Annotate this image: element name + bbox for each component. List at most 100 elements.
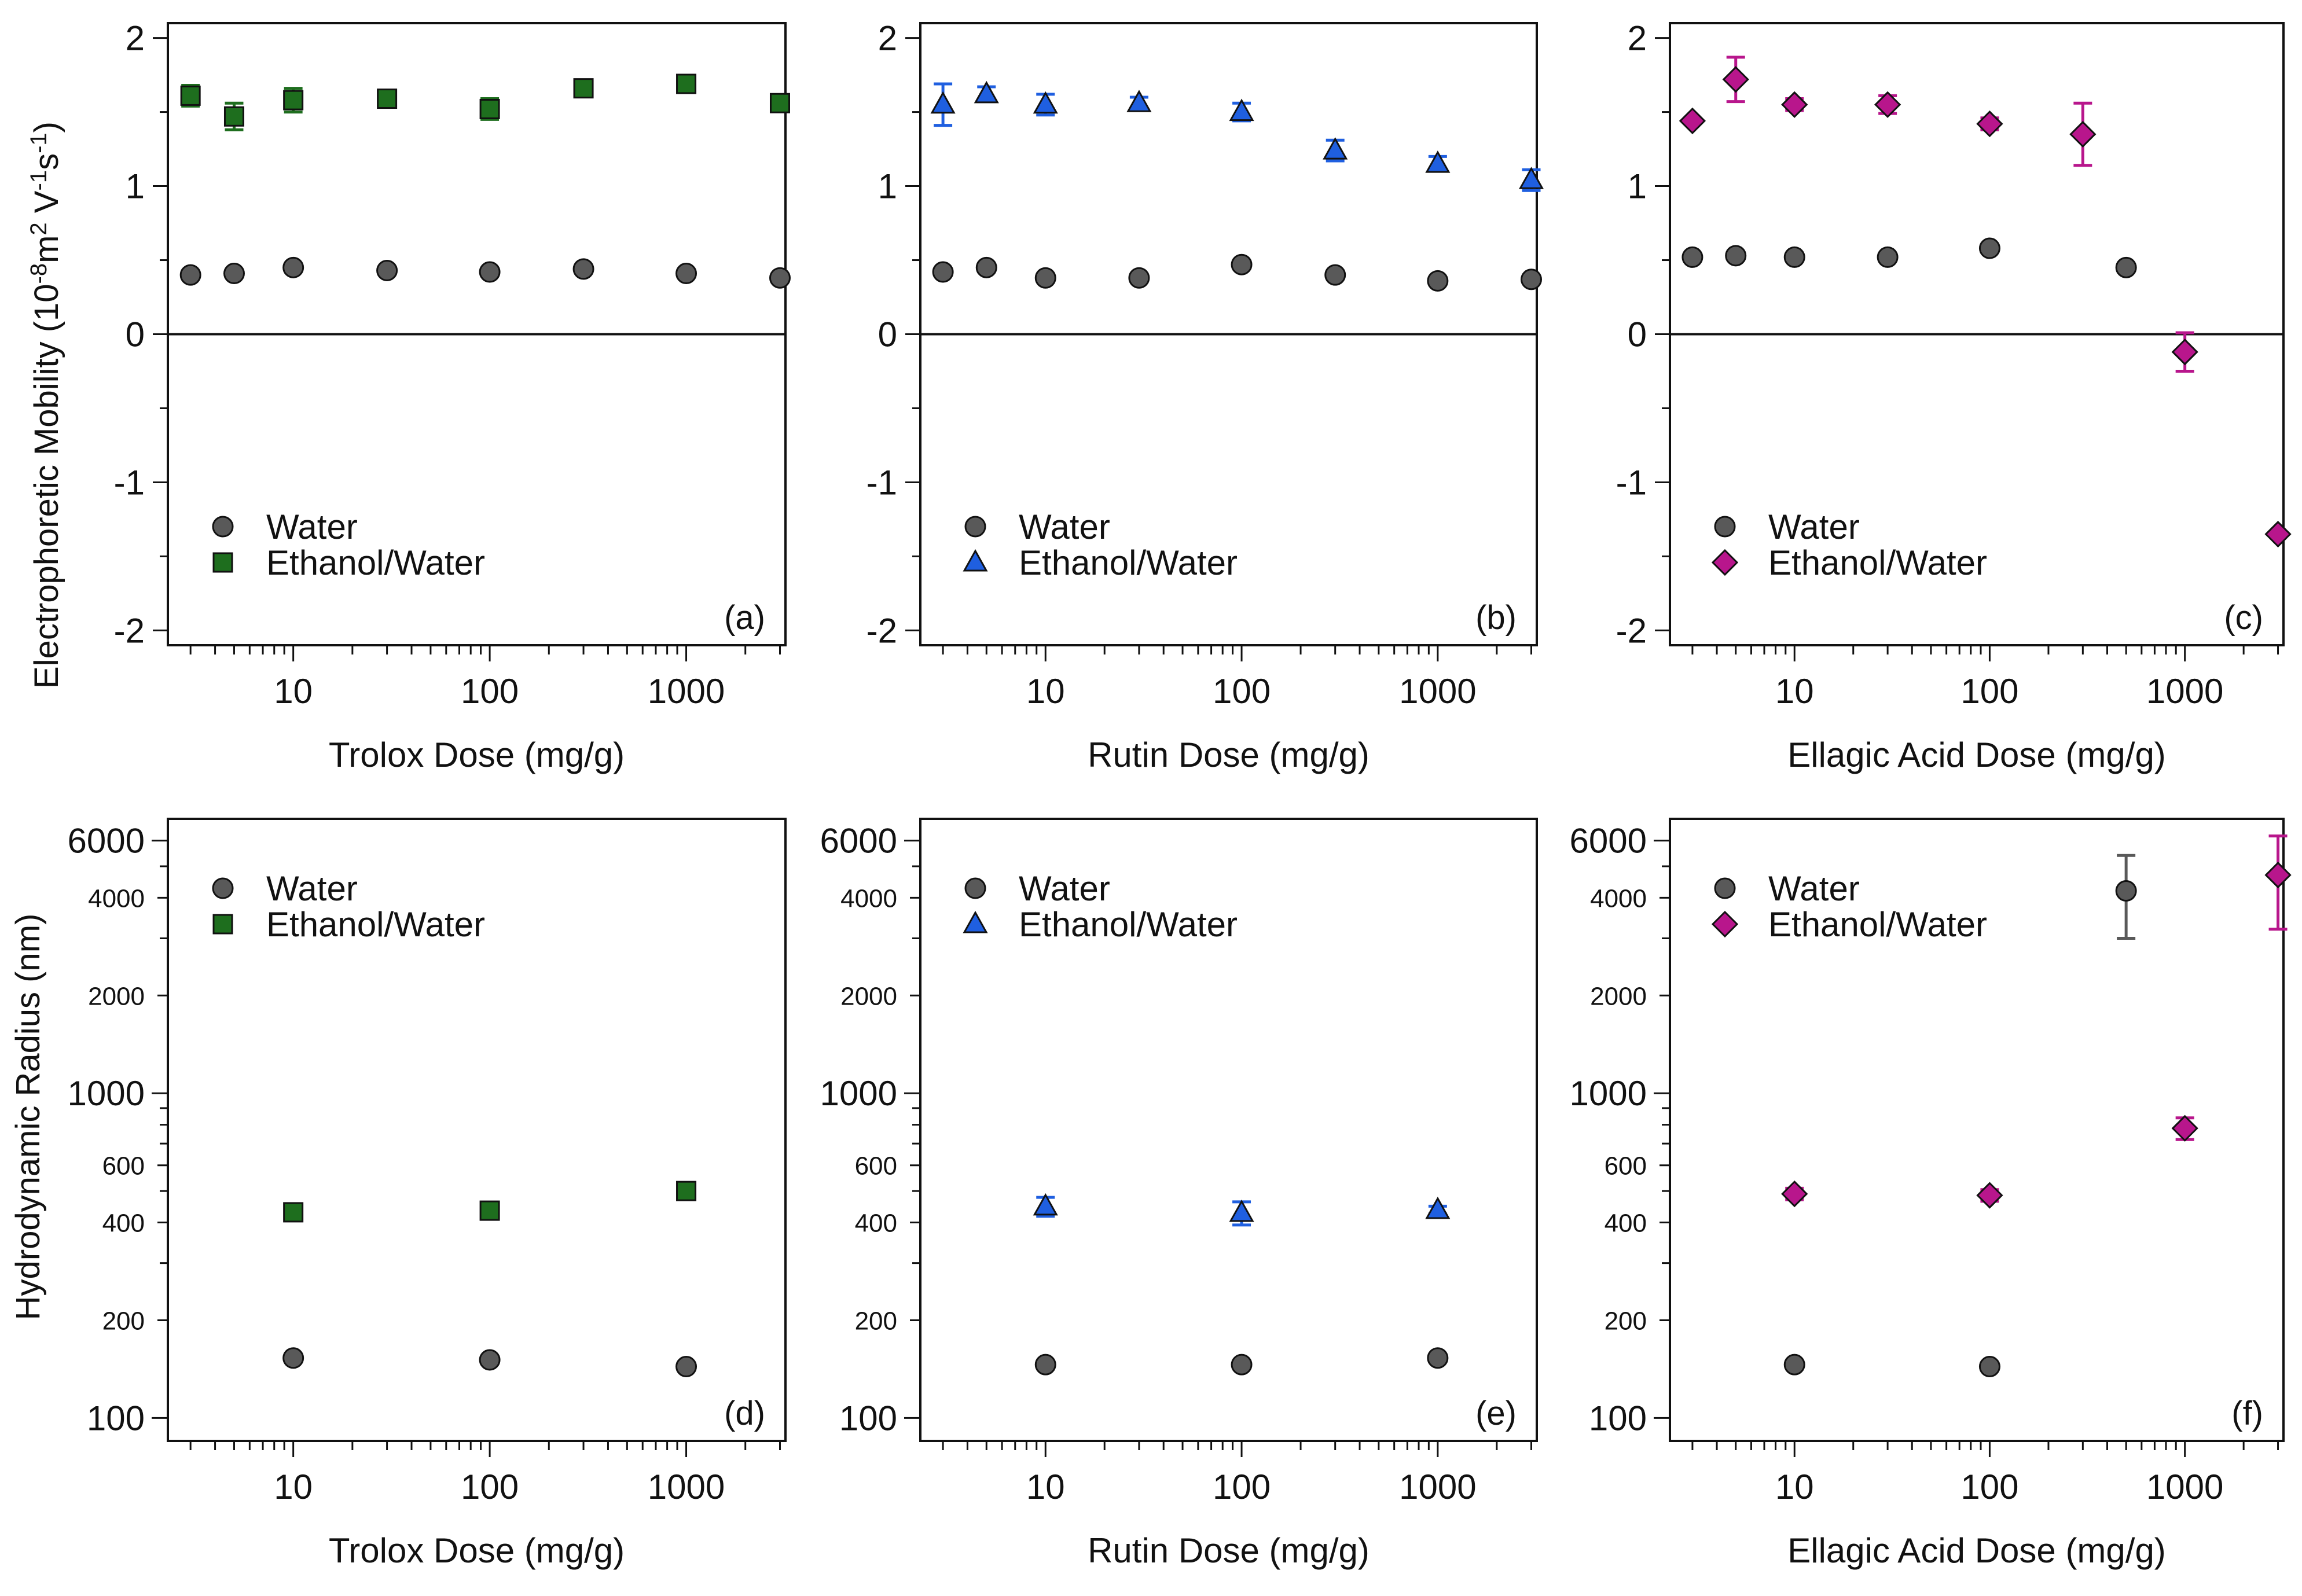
- y-tick-label: 4000: [840, 884, 897, 913]
- y-tick-label: -2: [1616, 611, 1647, 650]
- y-tick-label: -2: [867, 611, 897, 650]
- x-tick-label: 10: [1026, 672, 1065, 711]
- y-tick-label: 200: [102, 1307, 145, 1335]
- panel-label: (e): [1475, 1395, 1517, 1432]
- legend-label: Water: [266, 869, 358, 908]
- legend-marker: [212, 914, 233, 935]
- y-tick-label: 2000: [1590, 982, 1647, 1010]
- y-tick-label: 2: [878, 19, 897, 58]
- legend-marker: [212, 552, 233, 573]
- y-tick-label: 2: [1628, 19, 1647, 58]
- y-tick-label: 100: [1589, 1399, 1647, 1437]
- data-point: [1033, 1193, 1058, 1216]
- chart-panel-5: 10 100 1000 Rutin Dose (mg/g) 6000 1000 100 400…: [820, 818, 1538, 1570]
- x-tick-label: 100: [1213, 672, 1271, 711]
- x-tick-label: 1000: [1399, 1468, 1476, 1506]
- y-tick-label: 2: [126, 19, 145, 58]
- legend-marker: [1714, 516, 1736, 538]
- y-tick-label: 0: [1628, 315, 1647, 354]
- data-point: [2264, 861, 2292, 889]
- data-point: [1427, 270, 1449, 292]
- legend-label: Ethanol/Water: [1019, 905, 1238, 944]
- data-point: [377, 89, 398, 109]
- data-point: [479, 261, 501, 283]
- data-point: [572, 258, 594, 280]
- data-point: [282, 256, 304, 278]
- data-point: [179, 264, 201, 286]
- legend-marker: [963, 910, 988, 933]
- panel-label: (f): [2231, 1395, 2263, 1432]
- data-point: [223, 106, 244, 127]
- legend-marker: [1711, 910, 1739, 938]
- y-tick-label: 6000: [820, 822, 897, 860]
- y-tick-label: 600: [1605, 1152, 1647, 1181]
- mobility-y-axis-title: Electrophoretic Mobility (10-8m2 V-1s-1): [26, 122, 65, 689]
- y-tick-label: 4000: [1590, 884, 1647, 913]
- data-point: [932, 261, 954, 283]
- y-tick-label: 600: [102, 1152, 145, 1181]
- x-axis-title: Ellagic Acid Dose (mg/g): [1787, 736, 2166, 774]
- legend-label: Ethanol/Water: [1768, 905, 1987, 944]
- x-axis-title: Rutin Dose (mg/g): [1088, 1531, 1370, 1570]
- data-point: [975, 256, 997, 278]
- legend-label: Water: [1019, 869, 1110, 908]
- data-point: [1425, 150, 1451, 173]
- data-point: [1128, 267, 1150, 289]
- data-point: [1781, 91, 1808, 118]
- x-axis-title: Ellagic Acid Dose (mg/g): [1787, 1531, 2166, 1570]
- data-point: [676, 73, 697, 94]
- data-point: [1231, 253, 1253, 275]
- x-tick-label: 10: [274, 672, 313, 711]
- data-point: [1783, 246, 1805, 268]
- y-tick-label: 1000: [68, 1074, 145, 1113]
- x-tick-label: 100: [1960, 1468, 2018, 1506]
- data-point: [1229, 1199, 1254, 1222]
- data-point: [769, 93, 790, 113]
- data-point: [1783, 1354, 1805, 1376]
- panel-label: (c): [2224, 599, 2263, 637]
- data-point: [1034, 1354, 1056, 1376]
- data-point: [479, 98, 500, 119]
- data-point: [2069, 120, 2097, 148]
- panel-label: (b): [1475, 599, 1517, 637]
- y-tick-label: 1: [1628, 167, 1647, 206]
- y-tick-label: 1: [878, 167, 897, 206]
- data-point: [2171, 1115, 2198, 1142]
- y-tick-label: -1: [867, 463, 897, 502]
- data-point: [1231, 1354, 1253, 1376]
- data-point: [1877, 246, 1899, 268]
- y-tick-label: 2000: [840, 982, 897, 1010]
- data-point: [1725, 245, 1747, 267]
- y-tick-label: -1: [114, 463, 145, 502]
- data-point: [1781, 1180, 1808, 1208]
- legend-label: Ethanol/Water: [266, 543, 485, 582]
- x-tick-label: 100: [1213, 1468, 1271, 1506]
- x-axis-title: Rutin Dose (mg/g): [1088, 736, 1370, 774]
- data-point: [769, 267, 791, 289]
- data-point: [2171, 339, 2198, 366]
- legend-label: Ethanol/Water: [1768, 543, 1987, 582]
- data-point: [1323, 137, 1348, 160]
- data-point: [223, 263, 245, 285]
- data-point: [675, 1356, 697, 1378]
- plot-frame: [919, 818, 1538, 1442]
- plot-frame: [167, 818, 787, 1442]
- legend-marker: [1714, 877, 1736, 899]
- y-tick-label: 1: [126, 167, 145, 206]
- data-point: [1324, 264, 1346, 286]
- y-tick-label: 2000: [88, 982, 145, 1010]
- legend-label: Ethanol/Water: [266, 905, 485, 944]
- data-point: [282, 1347, 304, 1369]
- x-tick-label: 1000: [1399, 672, 1476, 711]
- legend-marker: [963, 549, 988, 572]
- chart-panel-4: 10 100 1000 Trolox Dose (mg/g) 6000 1000 100 40…: [68, 818, 787, 1570]
- data-point: [1976, 110, 2003, 138]
- panel-label: (a): [724, 599, 765, 637]
- data-point: [1679, 107, 1706, 135]
- data-point: [283, 1202, 304, 1223]
- data-point: [2115, 256, 2137, 278]
